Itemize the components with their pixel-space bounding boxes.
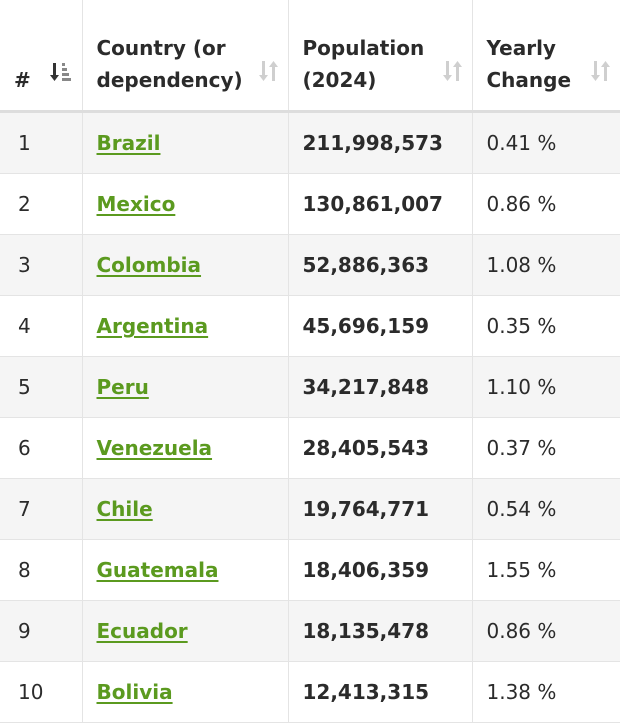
header-country[interactable]: Country (or dependency) — [82, 0, 289, 113]
table-row: 8 Guatemala 18,406,359 1.55 % — [0, 539, 620, 601]
population-cell: 211,998,573 — [288, 111, 473, 174]
table-row: 1 Brazil 211,998,573 0.41 % — [0, 111, 620, 174]
yearly-change-cell: 0.86 % — [472, 600, 620, 662]
rank-cell: 8 — [0, 539, 83, 601]
population-cell: 34,217,848 — [288, 356, 473, 418]
yearly-change-cell: 0.86 % — [472, 173, 620, 235]
rank-cell: 9 — [0, 600, 83, 662]
country-cell: Bolivia — [82, 661, 289, 723]
population-cell: 52,886,363 — [288, 234, 473, 296]
header-rank-label: # — [14, 68, 31, 92]
country-cell: Venezuela — [82, 417, 289, 479]
sort-both-icon[interactable] — [442, 59, 464, 92]
header-country-line2: dependency) — [96, 68, 243, 92]
country-cell: Ecuador — [82, 600, 289, 662]
country-link[interactable]: Chile — [96, 497, 153, 521]
header-population-line2: (2024) — [302, 68, 377, 92]
country-link[interactable]: Venezuela — [96, 436, 213, 460]
table-row: 2 Mexico 130,861,007 0.86 % — [0, 173, 620, 235]
country-link[interactable]: Ecuador — [96, 619, 188, 643]
rank-cell: 5 — [0, 356, 83, 418]
yearly-change-cell: 1.55 % — [472, 539, 620, 601]
table-row: 3 Colombia 52,886,363 1.08 % — [0, 234, 620, 296]
country-cell: Peru — [82, 356, 289, 418]
header-population-label: Population (2024) — [303, 32, 425, 96]
yearly-change-cell: 0.41 % — [472, 111, 620, 174]
yearly-change-cell: 0.35 % — [472, 295, 620, 357]
header-rank[interactable]: # — [0, 0, 83, 113]
population-cell: 12,413,315 — [288, 661, 473, 723]
table-row: 4 Argentina 45,696,159 0.35 % — [0, 295, 620, 357]
header-population[interactable]: Population (2024) — [288, 0, 473, 113]
rank-cell: 2 — [0, 173, 83, 235]
country-link[interactable]: Bolivia — [96, 680, 173, 704]
rank-cell: 1 — [0, 111, 83, 174]
table-row: 10 Bolivia 12,413,315 1.38 % — [0, 661, 620, 723]
rank-cell: 10 — [0, 661, 83, 723]
population-cell: 45,696,159 — [288, 295, 473, 357]
yearly-change-cell: 0.54 % — [472, 478, 620, 540]
table-row: 5 Peru 34,217,848 1.10 % — [0, 356, 620, 418]
header-change-label: Yearly Change — [487, 32, 572, 96]
population-cell: 18,135,478 — [288, 600, 473, 662]
country-link[interactable]: Brazil — [96, 131, 161, 155]
yearly-change-cell: 1.38 % — [472, 661, 620, 723]
population-cell: 18,406,359 — [288, 539, 473, 601]
population-cell: 130,861,007 — [288, 173, 473, 235]
header-change-line1: Yearly — [486, 36, 556, 60]
rank-cell: 4 — [0, 295, 83, 357]
table-body: 1 Brazil 211,998,573 0.41 % 2 Mexico 130… — [0, 111, 620, 723]
sort-both-icon[interactable] — [590, 59, 612, 92]
country-link[interactable]: Guatemala — [96, 558, 219, 582]
table-header: # — [0, 0, 620, 113]
table-row: 6 Venezuela 28,405,543 0.37 % — [0, 417, 620, 479]
country-cell: Brazil — [82, 111, 289, 174]
yearly-change-cell: 0.37 % — [472, 417, 620, 479]
table-row: 9 Ecuador 18,135,478 0.86 % — [0, 600, 620, 662]
country-cell: Mexico — [82, 173, 289, 235]
table-row: 7 Chile 19,764,771 0.54 % — [0, 478, 620, 540]
header-country-line1: Country (or — [96, 36, 226, 60]
header-yearly-change[interactable]: Yearly Change — [472, 0, 620, 113]
header-change-line2: Change — [486, 68, 572, 92]
country-link[interactable]: Argentina — [96, 314, 209, 338]
country-link[interactable]: Mexico — [96, 192, 176, 216]
country-link[interactable]: Peru — [96, 375, 149, 399]
header-row: # — [0, 0, 620, 113]
country-cell: Guatemala — [82, 539, 289, 601]
rank-cell: 6 — [0, 417, 83, 479]
sort-both-icon[interactable] — [258, 59, 280, 92]
population-cell: 19,764,771 — [288, 478, 473, 540]
yearly-change-cell: 1.10 % — [472, 356, 620, 418]
header-population-line1: Population — [302, 36, 425, 60]
country-cell: Chile — [82, 478, 289, 540]
country-cell: Argentina — [82, 295, 289, 357]
population-cell: 28,405,543 — [288, 417, 473, 479]
country-link[interactable]: Colombia — [96, 253, 202, 277]
rank-cell: 3 — [0, 234, 83, 296]
yearly-change-cell: 1.08 % — [472, 234, 620, 296]
rank-cell: 7 — [0, 478, 83, 540]
header-country-label: Country (or dependency) — [97, 32, 243, 96]
sort-ascending-active-icon[interactable] — [49, 60, 74, 92]
country-cell: Colombia — [82, 234, 289, 296]
